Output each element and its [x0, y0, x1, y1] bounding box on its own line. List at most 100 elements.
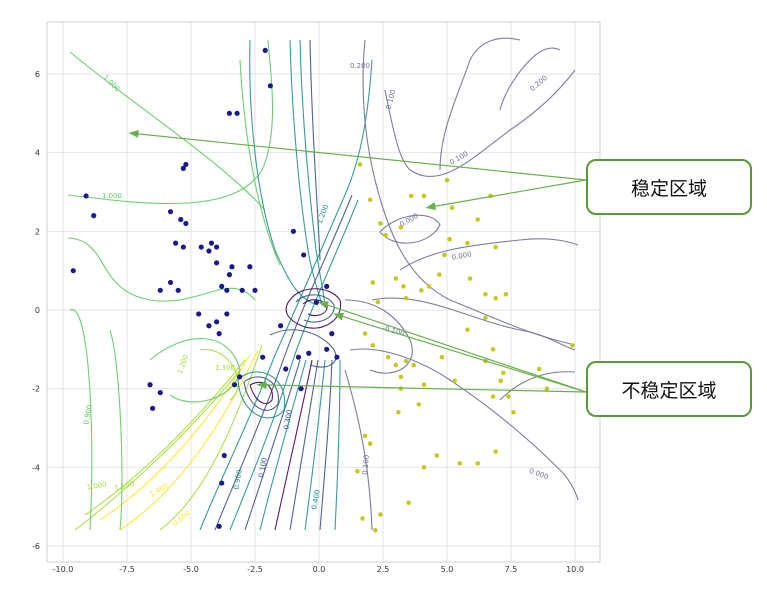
annotation-arrows	[128, 129, 587, 393]
unstable-point	[483, 291, 488, 297]
contour-label: 0.100	[361, 454, 371, 475]
stable-point	[231, 382, 238, 388]
contour-line	[239, 59, 281, 266]
stable-point	[224, 311, 230, 317]
stable-point	[150, 405, 156, 411]
contour-line	[99, 354, 251, 521]
unstable-point	[506, 394, 511, 399]
stable-point	[167, 279, 174, 286]
stable-point	[301, 252, 307, 258]
unstable-point	[393, 362, 399, 368]
stable-point	[295, 354, 302, 360]
unstable-point	[355, 468, 360, 474]
contour-label: 1.000	[102, 192, 122, 200]
stable-point	[147, 382, 153, 388]
unstable-point	[452, 378, 457, 384]
stable-point	[221, 452, 227, 459]
y-tick-label: -4	[32, 463, 40, 472]
contour-line	[74, 369, 241, 531]
unstable-point	[426, 284, 432, 289]
stable-point	[252, 287, 258, 293]
unstable-point	[467, 276, 473, 281]
contour-line	[149, 338, 241, 403]
y-tick-label: 4	[35, 149, 40, 158]
stable-point	[234, 110, 240, 116]
contour-label: 0.300	[282, 409, 293, 430]
contour-label: 0.200	[350, 62, 370, 70]
x-tick-label: -10.0	[53, 565, 74, 574]
stable-point	[267, 83, 273, 89]
unstable-point	[490, 347, 496, 352]
unstable-point	[370, 343, 376, 348]
contour-line	[299, 39, 326, 306]
stable-point	[183, 161, 189, 168]
contour-line	[399, 238, 579, 271]
y-tick-label: -2	[32, 385, 40, 394]
stable-point	[206, 248, 212, 254]
stable-point	[239, 287, 245, 293]
stable-point	[324, 346, 330, 352]
unstable-point	[439, 354, 445, 360]
unstable-point	[357, 162, 363, 167]
stable-point	[219, 283, 225, 289]
unstable-point	[442, 252, 447, 258]
contour-line	[243, 376, 279, 411]
stable-point	[167, 209, 174, 215]
contour-line	[499, 47, 561, 111]
stable-point	[262, 47, 268, 54]
unstable-point	[411, 362, 417, 368]
contour-line	[244, 359, 301, 531]
stable-point	[224, 287, 230, 293]
unstable-point	[483, 315, 488, 321]
contour-line	[289, 359, 319, 531]
x-tick-label: 2.5	[377, 565, 390, 574]
stable-point	[247, 264, 253, 270]
data-points	[70, 47, 575, 533]
unstable-point	[367, 197, 373, 203]
x-tick-label: 10.0	[566, 565, 584, 574]
x-tick-label: -5.0	[183, 565, 199, 574]
stable-point	[183, 220, 189, 227]
unstable-point	[398, 374, 404, 380]
contour-label: 1.000	[86, 480, 107, 491]
stable-point	[290, 228, 296, 234]
contour-line	[379, 214, 441, 244]
contour-line	[199, 349, 239, 401]
contour-label: 0.200	[528, 74, 548, 93]
contour-line	[237, 371, 286, 419]
stable-point	[208, 240, 215, 246]
stable-point	[178, 216, 184, 223]
unstable-point	[447, 236, 452, 242]
contour-label: 0.000	[528, 467, 550, 481]
unstable-point	[383, 232, 388, 238]
contour-label: 0.900	[82, 404, 93, 425]
contour-line	[304, 359, 326, 531]
annotation-arrow	[128, 129, 587, 181]
contour-line	[69, 309, 93, 531]
contour-line	[259, 359, 307, 531]
axis-ticks: -10.0 -7.5 -5.0 -2.5 0.0 2.5 5.0 7.5 10.0 -6 -4 -2 0…	[32, 70, 584, 574]
contour-label: 0.400	[310, 489, 321, 510]
stable-point	[334, 354, 340, 360]
contour-line	[84, 359, 246, 516]
contour-label: 1.100	[114, 480, 135, 493]
unstable-point	[421, 465, 427, 470]
unstable-point	[360, 516, 365, 521]
unstable-point	[406, 500, 411, 506]
stable-point	[157, 390, 163, 396]
unstable-point	[370, 280, 376, 285]
unstable-point	[421, 193, 427, 199]
contour-line	[384, 69, 576, 177]
contour-line	[295, 294, 335, 323]
annotation-arrow	[425, 179, 587, 211]
unstable-point	[408, 193, 414, 199]
stable-point	[229, 264, 235, 270]
contour-line	[334, 359, 341, 531]
stable-point	[324, 283, 330, 289]
stable-point	[180, 244, 186, 250]
stable-point	[260, 354, 266, 360]
stable-point	[196, 311, 202, 317]
stable-point	[175, 287, 181, 293]
unstable-point	[475, 461, 481, 466]
